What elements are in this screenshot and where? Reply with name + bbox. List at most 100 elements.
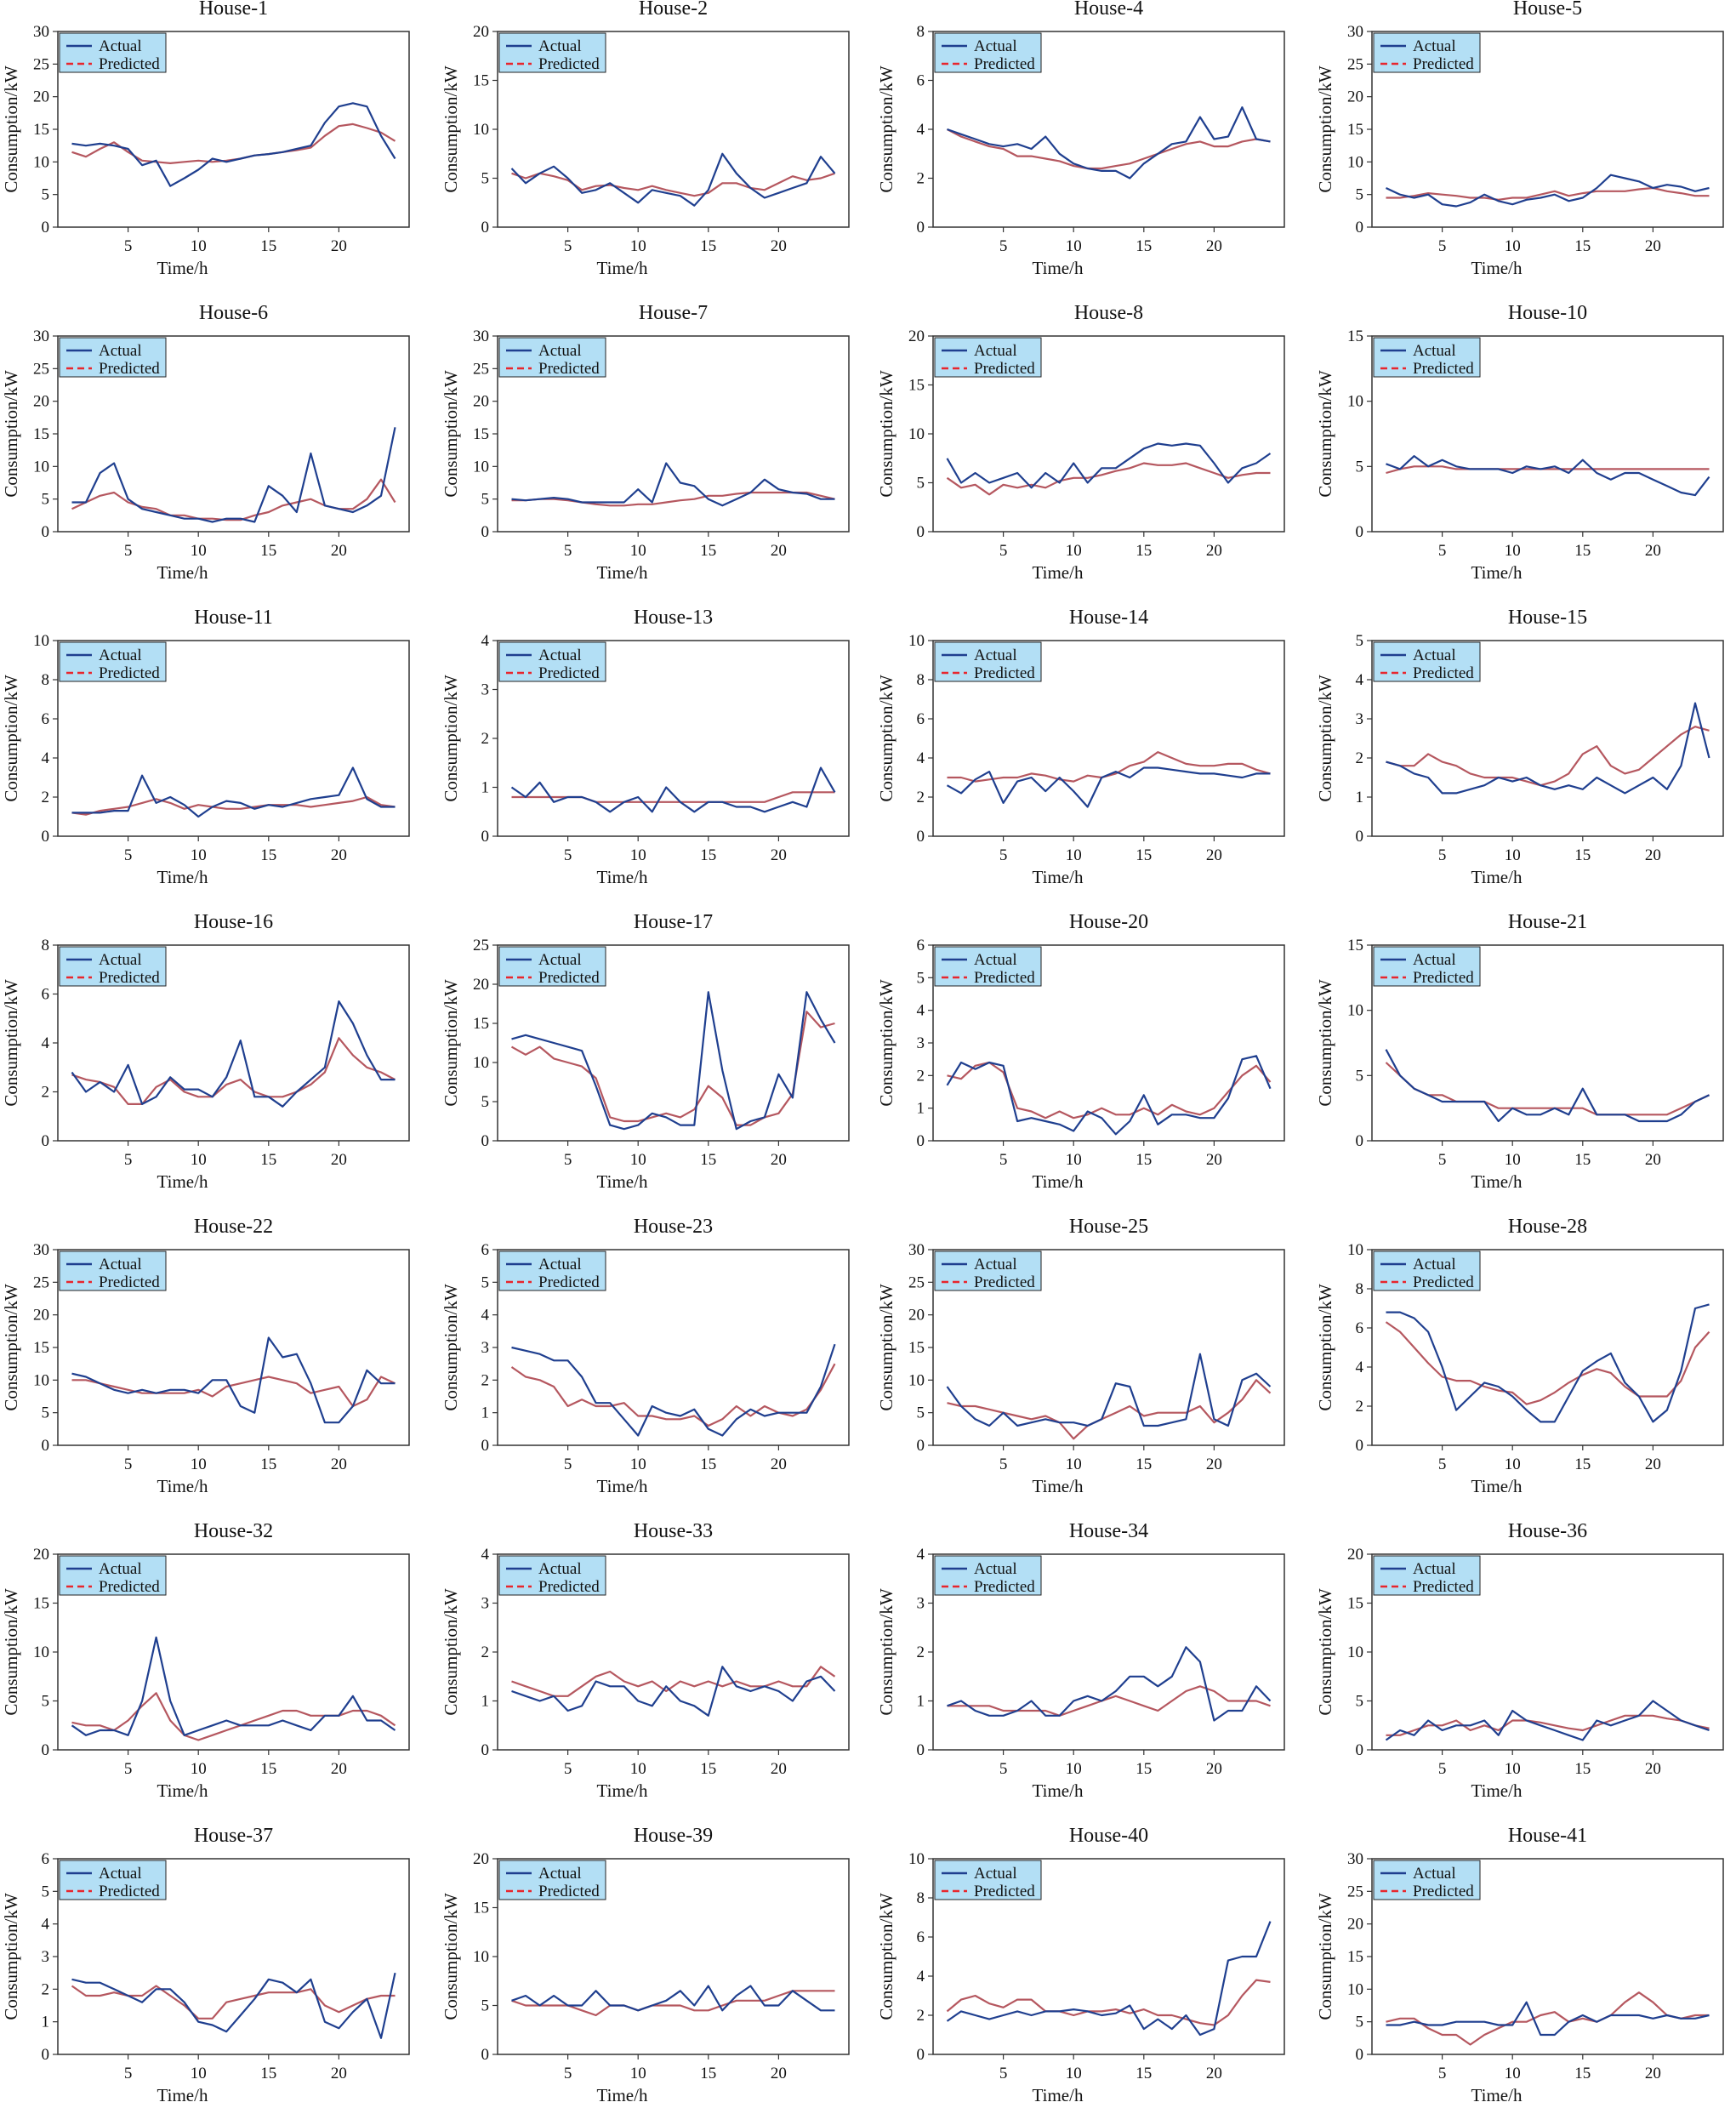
y-tick-label: 15 bbox=[1347, 1948, 1363, 1966]
y-tick-label: 10 bbox=[908, 425, 925, 443]
y-tick-label: 0 bbox=[481, 828, 490, 846]
x-tick-label: 5 bbox=[999, 1456, 1008, 1473]
y-tick-label: 25 bbox=[33, 1273, 49, 1291]
y-tick-label: 0 bbox=[917, 1132, 925, 1150]
x-tick-label: 15 bbox=[1574, 2065, 1591, 2082]
chart-title: House-34 bbox=[1069, 1520, 1148, 1542]
chart-title: House-2 bbox=[639, 0, 708, 20]
x-tick-label: 10 bbox=[630, 237, 646, 255]
x-tick-label: 5 bbox=[1438, 1760, 1447, 1778]
x-tick-label: 5 bbox=[564, 1456, 572, 1473]
x-tick-label: 20 bbox=[771, 542, 787, 560]
y-axis-label: Consumption/kW bbox=[1315, 370, 1335, 498]
x-tick-label: 5 bbox=[124, 237, 133, 255]
y-tick-label: 2 bbox=[481, 1371, 490, 1389]
x-tick-label: 20 bbox=[1206, 846, 1222, 864]
actual-series-line bbox=[71, 1000, 396, 1108]
x-tick-label: 15 bbox=[260, 1456, 276, 1473]
legend-actual-label: Actual bbox=[1413, 1865, 1456, 1883]
x-tick-label: 15 bbox=[1136, 846, 1152, 864]
y-axis-label: Consumption/kW bbox=[876, 1893, 896, 2020]
x-tick-label: 5 bbox=[564, 1151, 572, 1169]
legend-box bbox=[59, 641, 167, 682]
x-tick-label: 20 bbox=[1645, 846, 1661, 864]
legend-box bbox=[498, 1555, 606, 1596]
legend-predicted-label: Predicted bbox=[974, 1883, 1035, 1900]
x-tick-label: 5 bbox=[999, 237, 1008, 255]
y-axis-label: Consumption/kW bbox=[1315, 675, 1335, 802]
legend-predicted-label: Predicted bbox=[99, 1883, 160, 1900]
y-tick-label: 6 bbox=[917, 1928, 925, 1946]
x-tick-label: 10 bbox=[1505, 846, 1521, 864]
y-tick-label: 20 bbox=[473, 393, 489, 411]
house-chart: House-10 0 5 10 15 5 10 15 20 Time/h Consumption/k… bbox=[1315, 302, 1724, 583]
y-tick-label: 8 bbox=[42, 937, 50, 954]
legend-predicted-label: Predicted bbox=[538, 664, 600, 682]
predicted-series-line bbox=[511, 1990, 835, 2017]
x-tick-label: 15 bbox=[1136, 1760, 1152, 1778]
y-tick-label: 30 bbox=[1347, 23, 1363, 41]
chart-title: House-8 bbox=[1074, 302, 1143, 324]
x-tick-label: 5 bbox=[999, 2065, 1008, 2082]
predicted-series-line bbox=[511, 172, 835, 197]
x-tick-label: 10 bbox=[1066, 1151, 1082, 1169]
legend-actual-label: Actual bbox=[99, 37, 142, 55]
legend-actual-label: Actual bbox=[974, 342, 1017, 360]
legend-box bbox=[934, 1251, 1042, 1291]
house-chart: House-39 0 5 10 15 20 5 10 15 20 Time/h Consumption… bbox=[441, 1825, 850, 2105]
x-tick-label: 10 bbox=[1505, 237, 1521, 255]
y-axis-label: Consumption/kW bbox=[1, 979, 21, 1107]
x-tick-label: 5 bbox=[124, 1456, 133, 1473]
y-tick-label: 10 bbox=[473, 1054, 489, 1072]
predicted-series-line bbox=[1385, 1062, 1710, 1116]
y-axis-label: Consumption/kW bbox=[441, 370, 461, 498]
actual-series-line bbox=[510, 766, 836, 813]
predicted-series-line bbox=[1386, 1714, 1710, 1736]
chart-title: House-11 bbox=[194, 607, 272, 629]
y-tick-label: 1 bbox=[481, 779, 490, 797]
x-tick-label: 5 bbox=[1438, 1151, 1447, 1169]
house-chart: House-32 0 5 10 15 20 5 10 15 20 Time/h Consumption… bbox=[1, 1520, 410, 1801]
actual-series-line bbox=[71, 1972, 396, 2039]
y-tick-label: 20 bbox=[473, 1850, 489, 1868]
actual-series-line bbox=[1385, 1049, 1710, 1123]
y-tick-label: 5 bbox=[481, 1273, 490, 1291]
predicted-series-line bbox=[946, 128, 1271, 170]
house-chart: House-2 0 5 10 15 20 5 10 15 20 Time/h Consumption/… bbox=[441, 0, 850, 278]
y-tick-label: 30 bbox=[33, 1241, 49, 1259]
legend-actual-label: Actual bbox=[99, 1560, 142, 1578]
legend-predicted-label: Predicted bbox=[99, 969, 160, 987]
x-tick-label: 15 bbox=[1574, 1456, 1591, 1473]
legend-predicted-label: Predicted bbox=[974, 1273, 1035, 1291]
y-tick-label: 10 bbox=[1347, 1644, 1363, 1661]
actual-series-line bbox=[946, 1353, 1272, 1427]
x-tick-label: 20 bbox=[1206, 2065, 1222, 2082]
y-axis-label: Consumption/kW bbox=[1, 675, 21, 802]
x-tick-label: 10 bbox=[191, 1456, 207, 1473]
y-tick-label: 6 bbox=[917, 72, 925, 90]
y-axis-label: Consumption/kW bbox=[1, 1284, 21, 1411]
y-axis-label: Consumption/kW bbox=[876, 66, 896, 193]
y-tick-label: 30 bbox=[908, 1241, 925, 1259]
x-axis-label: Time/h bbox=[597, 258, 648, 278]
x-tick-label: 10 bbox=[630, 1456, 646, 1473]
y-tick-label: 15 bbox=[473, 1015, 489, 1033]
house-chart: House-7 0 5 10 15 20 25 30 5 10 15 20 Time/h Consumpt… bbox=[441, 302, 850, 583]
y-tick-label: 10 bbox=[1347, 153, 1363, 171]
legend-actual-label: Actual bbox=[99, 647, 142, 664]
x-tick-label: 10 bbox=[1505, 1456, 1521, 1473]
x-tick-label: 5 bbox=[124, 2065, 133, 2082]
legend-actual-label: Actual bbox=[99, 1256, 142, 1273]
x-axis-label: Time/h bbox=[157, 1171, 208, 1192]
x-tick-label: 20 bbox=[1645, 542, 1661, 560]
actual-series-line bbox=[947, 1646, 1272, 1722]
x-axis-label: Time/h bbox=[1033, 1780, 1084, 1801]
house-chart: House-22 0 5 10 15 20 25 30 5 10 15 20 Time/h Consump… bbox=[1, 1216, 410, 1496]
y-tick-label: 20 bbox=[473, 23, 489, 41]
y-tick-label: 0 bbox=[42, 828, 50, 846]
chart-title: House-20 bbox=[1069, 911, 1148, 933]
y-axis-label: Consumption/kW bbox=[441, 1893, 461, 2020]
